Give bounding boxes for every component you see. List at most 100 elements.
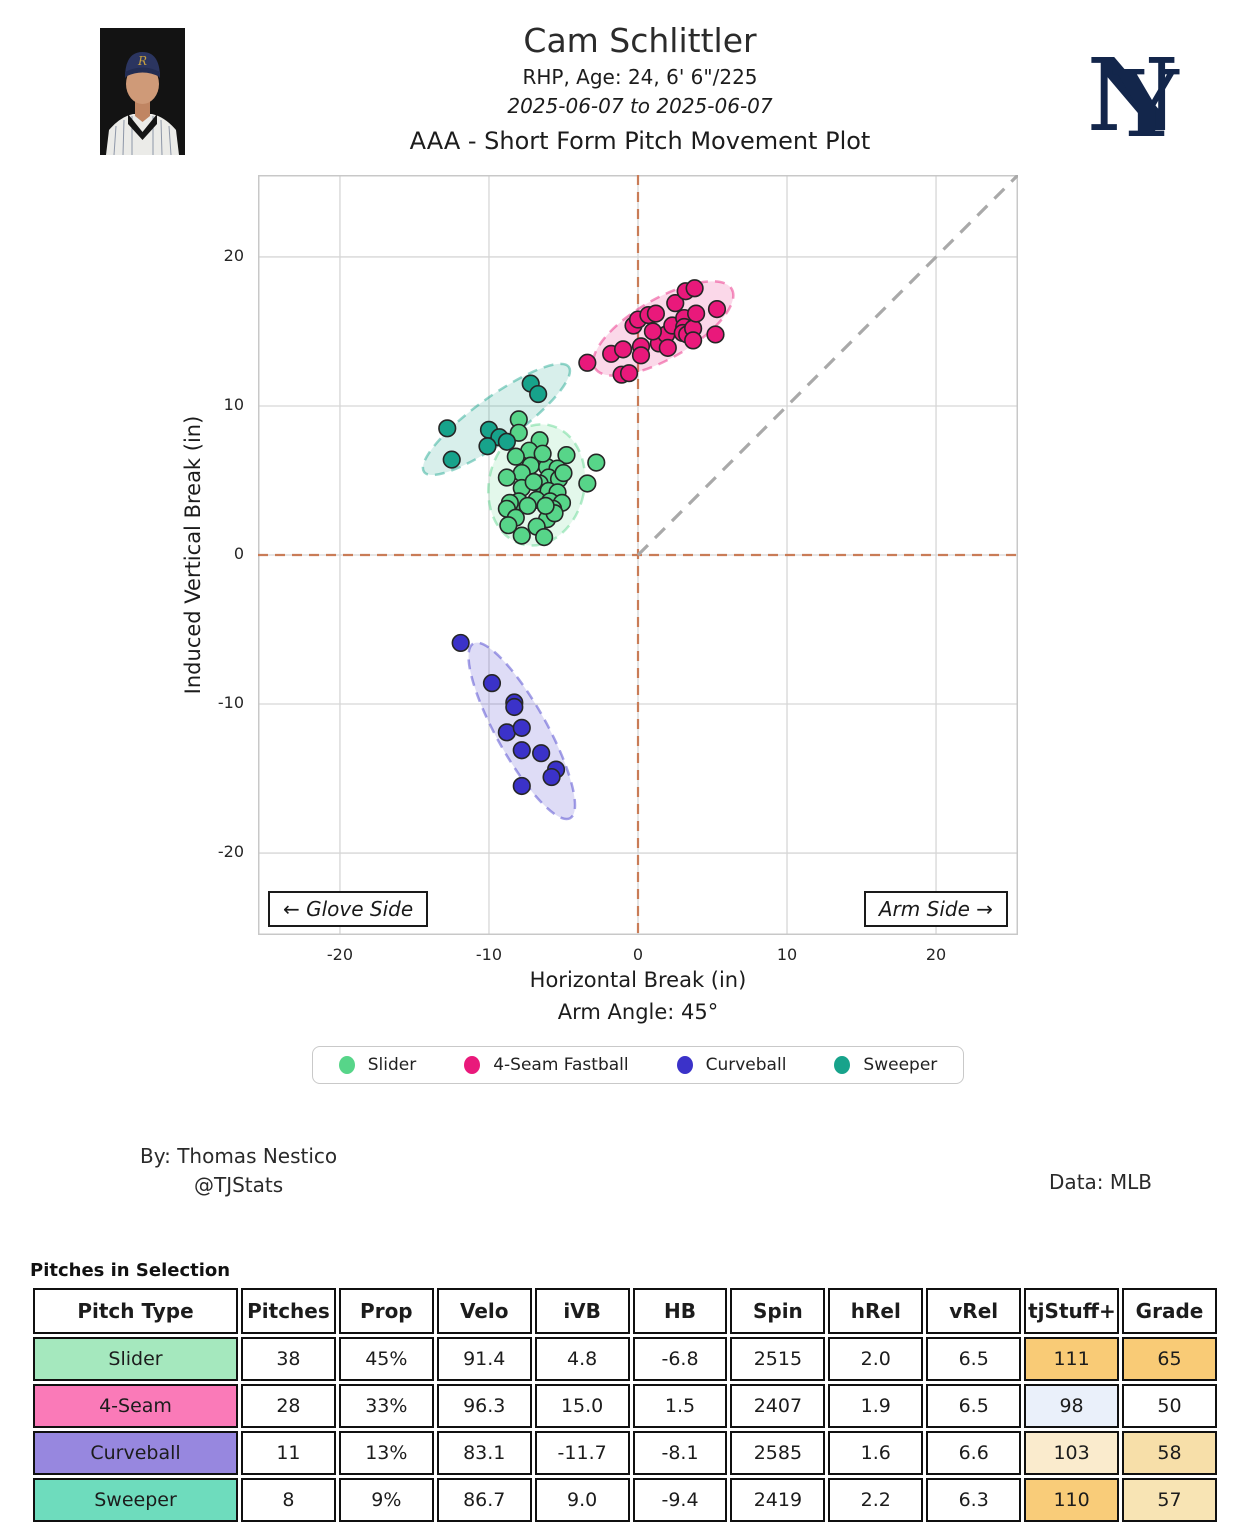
data-point (542, 767, 561, 787)
x-tick-label: 20 (925, 945, 947, 964)
data-point (666, 294, 685, 313)
stat-cell: 58 (1122, 1431, 1217, 1475)
table-row: Sweeper 8 9% 86.7 9.0 -9.4 2419 2.2 6.3 110 57 (33, 1478, 1217, 1522)
column-header: iVB (534, 1288, 630, 1334)
stat-cell: 86.7 (436, 1478, 532, 1522)
svg-text:R: R (137, 54, 147, 68)
stat-cell: 98 (1024, 1384, 1120, 1428)
x-axis-label: Horizontal Break (in) (529, 968, 747, 992)
page-title: Cam Schlittler (523, 21, 757, 60)
x-tick-label: -20 (326, 945, 354, 964)
legend-label: Slider (367, 1055, 417, 1075)
player-photo: R (100, 28, 185, 156)
glove-side-label: ← Glove Side (268, 891, 429, 927)
column-header: HB (632, 1288, 728, 1334)
legend-item: Sweeper (834, 1055, 937, 1075)
data-point (499, 516, 518, 535)
stat-cell: 45% (338, 1337, 434, 1381)
credits: By: Thomas Nestico @TJStats (140, 1142, 337, 1200)
legend-label: Sweeper (863, 1055, 938, 1075)
x-tick-label: 10 (776, 945, 798, 964)
yankees-logo-icon: N Y (1085, 34, 1190, 158)
date-range: 2025-06-07 to 2025-06-07 (507, 93, 773, 118)
column-header: tjStuff+ (1024, 1288, 1120, 1334)
stat-cell: -11.7 (534, 1431, 630, 1475)
svg-text:Y: Y (1112, 50, 1180, 154)
data-point (482, 674, 502, 693)
legend-item: Slider (338, 1055, 417, 1075)
stat-cell: 15.0 (534, 1384, 630, 1428)
data-point (643, 322, 663, 341)
data-point (512, 718, 531, 737)
stat-cell: 2585 (730, 1431, 826, 1475)
stat-cell: 28 (241, 1384, 336, 1428)
table-title: Pitches in Selection (30, 1260, 231, 1281)
legend-label: Curveball (705, 1055, 787, 1075)
column-header: Velo (436, 1288, 532, 1334)
data-point (512, 526, 531, 545)
y-tick-label: -20 (217, 842, 244, 862)
data-point (685, 279, 704, 298)
column-header: Prop (338, 1288, 434, 1334)
stat-cell: 38 (241, 1337, 336, 1381)
y-tick-label: -10 (217, 693, 244, 713)
table-row: Curveball 11 13% 83.1 -11.7 -8.1 2585 1.6 6.6 103… (33, 1431, 1217, 1475)
stat-cell: 50 (1122, 1384, 1217, 1428)
table-header-row: Pitch Type Pitches Prop Velo iVB HB Spin hRel vR… (33, 1288, 1217, 1334)
legend-marker-icon (338, 1056, 355, 1074)
byline-handle: @TJStats (194, 1173, 284, 1197)
column-header: Pitch Type (33, 1288, 238, 1334)
stat-cell: 1.9 (828, 1384, 924, 1428)
player-info: RHP, Age: 24, 6' 6"/225 (522, 64, 758, 89)
pitch-type-cell: Curveball (33, 1431, 238, 1475)
plot-canvas (258, 175, 1018, 935)
plot-title: AAA - Short Form Pitch Movement Plot (409, 126, 871, 155)
stat-cell: 96.3 (436, 1384, 532, 1428)
data-point (535, 528, 554, 547)
data-point (442, 450, 461, 469)
stat-cell: 65 (1122, 1337, 1217, 1381)
data-point (512, 741, 531, 760)
stat-cell: 2515 (730, 1337, 826, 1381)
diagonal-line (636, 175, 1018, 557)
data-point (518, 496, 537, 515)
player-photo-graphic: R (100, 28, 185, 156)
data-point (497, 432, 516, 451)
data-point (512, 776, 531, 796)
stat-cell: 11 (241, 1431, 336, 1475)
legend-marker-icon (464, 1056, 481, 1074)
stat-cell: 4.8 (534, 1337, 630, 1381)
data-point (554, 463, 573, 483)
stat-cell: -8.1 (632, 1431, 728, 1475)
legend-marker-icon (834, 1056, 851, 1074)
arm-angle-label: Arm Angle: 45° (557, 1000, 719, 1024)
stat-cell: 2407 (730, 1384, 826, 1428)
stat-cell: 6.6 (926, 1431, 1022, 1475)
data-point (557, 446, 576, 465)
stat-cell: 1.6 (828, 1431, 924, 1475)
data-point (438, 419, 457, 438)
svg-text:N: N (1087, 36, 1178, 154)
byline: By: Thomas Nestico (140, 1144, 338, 1168)
data-point (505, 697, 524, 717)
column-header: vRel (926, 1288, 1022, 1334)
data-point (532, 744, 551, 763)
header-titles: Cam Schlittler RHP, Age: 24, 6' 6"/225 2… (175, 22, 1105, 155)
data-point (497, 468, 516, 487)
stat-cell: 33% (338, 1384, 434, 1428)
legend-item: Curveball (676, 1055, 787, 1075)
pitch-type-cell: 4-Seam (33, 1384, 238, 1428)
data-point (587, 453, 606, 472)
data-point (619, 364, 639, 383)
data-point (684, 331, 703, 350)
data-point (613, 340, 633, 359)
stat-cell: 103 (1024, 1431, 1120, 1475)
stat-cell: 83.1 (436, 1431, 532, 1475)
stat-cell: 6.5 (926, 1337, 1022, 1381)
y-tick-label: 20 (223, 245, 244, 265)
data-point (658, 338, 677, 357)
stat-cell: 2419 (730, 1478, 826, 1522)
pitch-movement-plot: ← Glove Side Arm Side → (258, 175, 1018, 935)
pitch-type-cell: Sweeper (33, 1478, 238, 1522)
table-row: Slider 38 45% 91.4 4.8 -6.8 2515 2.0 6.5 111 65 (33, 1337, 1217, 1381)
